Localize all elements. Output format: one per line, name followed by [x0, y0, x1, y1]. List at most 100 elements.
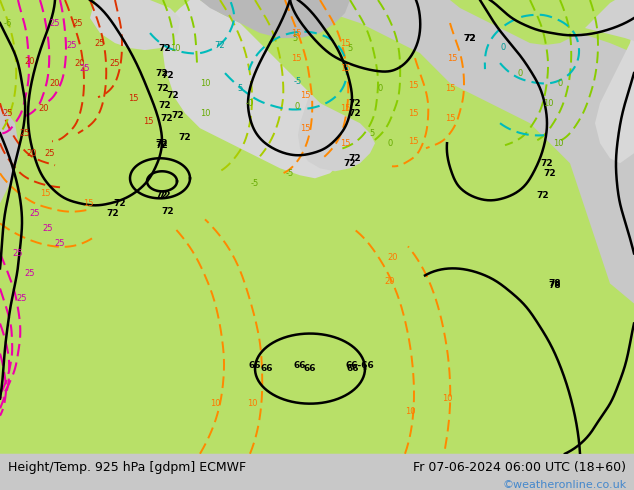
Text: 20: 20 [49, 78, 60, 88]
Text: 0: 0 [387, 139, 392, 147]
Text: 72: 72 [537, 191, 549, 200]
Text: 15: 15 [40, 189, 50, 198]
Text: 78: 78 [548, 279, 561, 288]
Text: 5: 5 [292, 33, 297, 43]
Text: 15: 15 [83, 199, 93, 208]
Text: 0: 0 [517, 69, 522, 77]
Text: 10: 10 [200, 109, 210, 118]
Text: 72: 72 [162, 71, 174, 79]
Text: 20: 20 [388, 253, 398, 262]
Text: 25: 25 [94, 39, 105, 48]
Text: 15: 15 [300, 91, 310, 99]
Text: 0: 0 [557, 78, 562, 88]
Text: 72: 72 [156, 141, 168, 150]
Text: 72: 72 [215, 41, 225, 49]
Text: Fr 07-06-2024 06:00 UTC (18+60): Fr 07-06-2024 06:00 UTC (18+60) [413, 461, 626, 474]
Text: 25: 25 [73, 19, 83, 27]
Text: -6: -6 [4, 19, 12, 27]
Text: 25: 25 [13, 249, 23, 258]
Text: 66: 66 [304, 364, 316, 373]
Text: -5: -5 [294, 76, 302, 86]
Text: 25: 25 [55, 239, 65, 248]
Text: 72: 72 [158, 191, 171, 200]
Text: 15: 15 [408, 109, 418, 118]
Text: 72: 72 [158, 100, 171, 110]
Text: 5: 5 [237, 84, 243, 93]
Text: 72: 72 [172, 111, 184, 120]
Text: 25: 25 [42, 224, 53, 233]
Text: 10: 10 [404, 407, 415, 416]
Polygon shape [0, 0, 634, 454]
Text: 10: 10 [170, 44, 180, 52]
Text: 25: 25 [20, 129, 30, 138]
Text: 15: 15 [447, 53, 457, 63]
Text: 15: 15 [444, 114, 455, 122]
Polygon shape [298, 93, 375, 172]
Polygon shape [0, 0, 150, 73]
Text: 15: 15 [340, 139, 350, 147]
Text: 10: 10 [247, 399, 257, 408]
Text: -0: -0 [246, 98, 254, 108]
Text: 20: 20 [75, 59, 85, 68]
Text: 72: 72 [344, 159, 356, 168]
Text: 72: 72 [158, 44, 171, 52]
Text: 15: 15 [291, 53, 301, 63]
Text: 78: 78 [548, 281, 561, 290]
Text: 25: 25 [49, 19, 60, 27]
Text: 15: 15 [340, 104, 350, 113]
Polygon shape [500, 0, 634, 41]
Text: 0: 0 [294, 101, 300, 111]
Polygon shape [500, 0, 634, 53]
Text: Height/Temp. 925 hPa [gdpm] ECMWF: Height/Temp. 925 hPa [gdpm] ECMWF [8, 461, 246, 474]
Text: 72: 72 [107, 209, 119, 218]
Text: 66: 66 [249, 361, 261, 370]
Text: 5: 5 [347, 44, 353, 52]
Text: 20: 20 [25, 57, 36, 66]
Text: 20: 20 [39, 104, 49, 113]
Text: -5: -5 [286, 169, 294, 178]
Text: 72: 72 [113, 199, 126, 208]
Text: 15: 15 [127, 94, 138, 103]
Polygon shape [163, 0, 355, 178]
Text: 15: 15 [291, 28, 301, 38]
Text: 10: 10 [553, 139, 563, 147]
Text: 10: 10 [200, 78, 210, 88]
Text: 15: 15 [340, 64, 350, 73]
Text: 72: 72 [541, 159, 553, 168]
Text: 25: 25 [80, 64, 90, 73]
Text: 66: 66 [294, 361, 306, 370]
Text: 15: 15 [143, 117, 153, 126]
Text: 72: 72 [156, 139, 168, 147]
Text: 66: 66 [261, 364, 273, 373]
Text: 66-66: 66-66 [346, 361, 374, 370]
Polygon shape [595, 0, 634, 163]
Text: 10: 10 [543, 98, 553, 108]
Text: 15: 15 [408, 137, 418, 146]
Polygon shape [90, 0, 180, 50]
Text: 25: 25 [30, 209, 40, 218]
Text: 25: 25 [110, 59, 120, 68]
Text: 72: 72 [463, 33, 476, 43]
Text: 15: 15 [340, 39, 350, 48]
Text: 25: 25 [25, 269, 36, 278]
Text: 25: 25 [67, 41, 77, 49]
Text: 15: 15 [444, 84, 455, 93]
Text: 72: 72 [349, 98, 361, 108]
Text: ©weatheronline.co.uk: ©weatheronline.co.uk [502, 480, 626, 490]
Text: 72: 72 [162, 207, 174, 216]
Polygon shape [450, 0, 615, 45]
Text: 72: 72 [349, 109, 361, 118]
Text: 72: 72 [160, 114, 173, 122]
Text: 72: 72 [167, 91, 179, 99]
Text: 25: 25 [45, 149, 55, 158]
Text: 20: 20 [27, 149, 37, 158]
Text: 72: 72 [156, 69, 168, 77]
Text: 10: 10 [210, 399, 220, 408]
Text: 10: 10 [442, 394, 452, 403]
Text: 72: 72 [349, 154, 361, 163]
Text: 25: 25 [16, 294, 27, 303]
Text: 66: 66 [347, 364, 359, 373]
Text: 15: 15 [408, 81, 418, 90]
Text: 72: 72 [157, 84, 169, 93]
Text: 72: 72 [463, 33, 476, 43]
